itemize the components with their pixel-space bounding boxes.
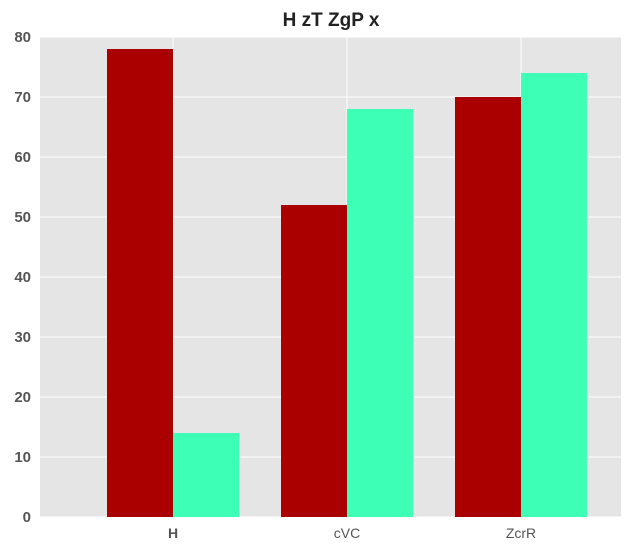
y-tick-label: 70 — [14, 89, 31, 106]
bars — [107, 49, 587, 517]
x-tick-label: H — [168, 525, 178, 541]
bar-series2-H — [173, 433, 239, 517]
y-axis-ticks: 0 10 20 30 40 50 60 70 80 — [14, 29, 31, 526]
y-tick-label: 10 — [14, 449, 31, 466]
chart-title: H zT ZgP x — [283, 10, 380, 31]
y-tick-label: 60 — [14, 149, 31, 166]
y-tick-label: 40 — [14, 269, 31, 286]
x-tick-label: cVC — [334, 525, 360, 541]
y-tick-label: 30 — [14, 329, 31, 346]
y-tick-label: 50 — [14, 209, 31, 226]
bar-series2-cVC — [347, 109, 413, 517]
bar-series1-cVC — [281, 205, 347, 517]
y-tick-label: 80 — [14, 29, 31, 46]
y-tick-label: 20 — [14, 389, 31, 406]
y-tick-label: 0 — [23, 509, 31, 526]
bar-series2-ZcrR — [521, 73, 587, 517]
bar-series1-H — [107, 49, 173, 517]
bar-series1-ZcrR — [455, 97, 521, 517]
x-tick-label: ZcrR — [506, 525, 536, 541]
